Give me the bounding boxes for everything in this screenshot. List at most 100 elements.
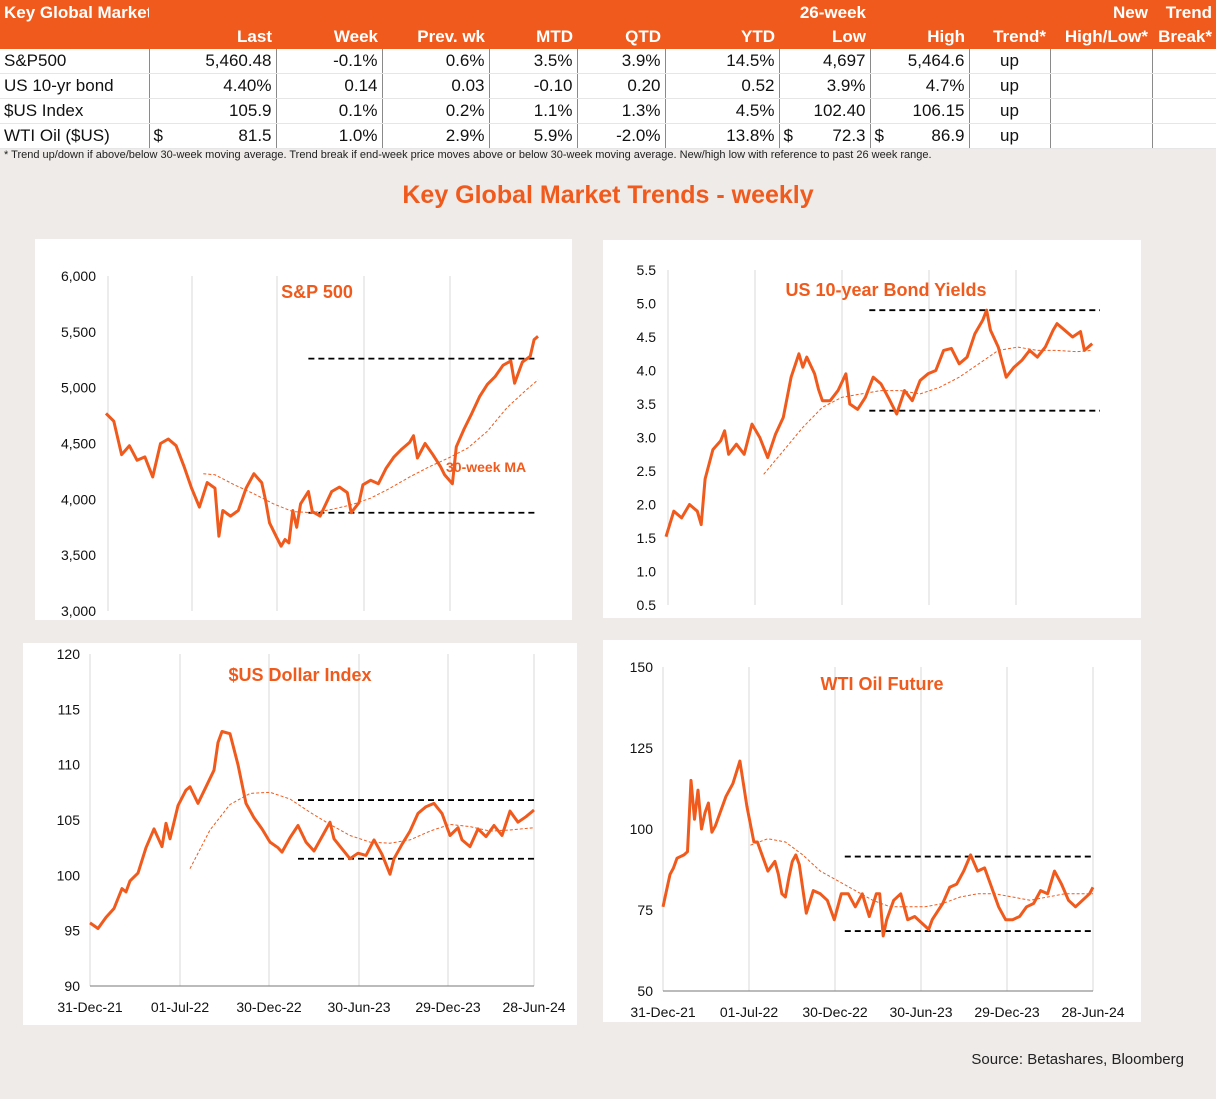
ma-series-line xyxy=(750,838,1093,908)
cell-tb xyxy=(1152,49,1216,74)
table-title: Key Global Markets xyxy=(0,0,149,25)
cell-qtd: 0.20 xyxy=(577,73,666,99)
table-header-row-2: Last Week Prev. wk MTD QTD YTD Low High … xyxy=(0,25,1216,49)
cell-ytd: 4.5% xyxy=(665,98,780,124)
y-tick-label: 100 xyxy=(57,867,81,883)
chart-panel-oil: 150 125 100 75 50 31-Dec-21 01-Jul-22 30-Dec-22… xyxy=(603,640,1141,1022)
table-row: WTI Oil ($US) $81.5 1.0% 2.9% 5.9% -2.0%… xyxy=(0,123,1216,149)
y-tick-label: 5.0 xyxy=(637,296,657,312)
y-tick-label: 5,500 xyxy=(61,324,96,340)
y-tick-label: 150 xyxy=(630,659,654,675)
cell-prev: 0.03 xyxy=(382,73,490,99)
y-tick-label: 90 xyxy=(64,978,80,994)
y-tick-label: 4,000 xyxy=(61,491,96,507)
chart-title: $US Dollar Index xyxy=(228,665,371,685)
y-tick-label: 2.5 xyxy=(637,463,657,479)
row-name: US 10-yr bond xyxy=(0,73,150,99)
price-series-line xyxy=(104,335,539,548)
y-tick-label: 105 xyxy=(57,812,81,828)
chart-sp500: 6,000 5,500 5,000 4,500 4,000 3,500 3,000 S&P 5… xyxy=(61,268,539,619)
col-header-prev: Prev. wk xyxy=(382,25,489,49)
col-header-low: Low xyxy=(779,25,870,49)
y-tick-label: 4,500 xyxy=(61,436,96,452)
x-tick-label: 30-Jun-23 xyxy=(327,999,390,1015)
table-row: S&P500 5,460.48 -0.1% 0.6% 3.5% 3.9% 14.… xyxy=(0,49,1216,74)
row-name: $US Index xyxy=(0,98,150,124)
cell-last: 105.9 xyxy=(149,98,277,124)
cell-tb xyxy=(1152,123,1216,149)
y-tick-label: 3.5 xyxy=(637,396,657,412)
price-series-line xyxy=(664,308,1094,538)
x-tick-label: 29-Dec-23 xyxy=(974,1004,1040,1020)
cell-week: -0.1% xyxy=(276,49,383,74)
cell-low-value: 72.3 xyxy=(832,126,866,145)
col-header-high: High xyxy=(870,25,969,49)
header-trend-top: Trend xyxy=(1152,0,1216,25)
currency-symbol: $ xyxy=(783,126,793,145)
cell-week: 1.0% xyxy=(276,123,383,149)
chart-bond: 5.5 5.0 4.5 4.0 3.5 3.0 2.5 2.0 1.5 1.0 0.5 US 10-y… xyxy=(637,262,1100,613)
row-name: WTI Oil ($US) xyxy=(0,123,150,149)
y-tick-label: 2.0 xyxy=(637,497,657,513)
col-header-qtd: QTD xyxy=(577,25,665,49)
chart-panel-usd: 120 115 110 105 100 95 90 31-Dec-21 01-Jul-22 30-… xyxy=(23,643,577,1025)
cell-prev: 0.2% xyxy=(382,98,490,124)
y-tick-label: 0.5 xyxy=(637,597,657,613)
chart-oil: 150 125 100 75 50 31-Dec-21 01-Jul-22 30-Dec-22… xyxy=(630,659,1125,1020)
ma-label: 30-week MA xyxy=(446,459,526,475)
col-header-trend: Trend* xyxy=(969,25,1050,49)
x-tick-label: 29-Dec-23 xyxy=(415,999,481,1015)
main-title: Key Global Market Trends - weekly xyxy=(402,181,814,209)
col-header-week: Week xyxy=(276,25,382,49)
x-tick-label: 30-Jun-23 xyxy=(889,1004,952,1020)
x-tick-label: 31-Dec-21 xyxy=(57,999,123,1015)
cell-ytd: 14.5% xyxy=(665,49,780,74)
cell-low: 4,697 xyxy=(779,49,871,74)
row-name: S&P500 xyxy=(0,49,150,74)
y-tick-label: 3,500 xyxy=(61,547,96,563)
col-header-mtd: MTD xyxy=(489,25,577,49)
price-series-line xyxy=(89,730,535,930)
cell-low: $72.3 xyxy=(779,123,871,149)
cell-mtd: -0.10 xyxy=(489,73,578,99)
cell-last: 4.40% xyxy=(149,73,277,99)
cell-trend: up xyxy=(969,123,1051,149)
cell-newhl xyxy=(1050,98,1153,124)
y-tick-label: 115 xyxy=(58,701,81,717)
ma-series-line xyxy=(189,791,535,869)
x-tick-label: 28-Jun-24 xyxy=(502,999,565,1015)
chart-panel-sp500: 6,000 5,500 5,000 4,500 4,000 3,500 3,000 S&P 5… xyxy=(35,239,572,620)
y-tick-label: 1.5 xyxy=(637,530,657,546)
y-tick-label: 50 xyxy=(637,983,653,999)
y-tick-label: 3.0 xyxy=(637,430,657,446)
chart-usd: 120 115 110 105 100 95 90 31-Dec-21 01-Jul-22 30-… xyxy=(57,646,566,1015)
ma-series-line xyxy=(203,379,539,514)
chart-title: US 10-year Bond Yields xyxy=(785,280,986,300)
cell-week: 0.14 xyxy=(276,73,383,99)
cell-high: 4.7% xyxy=(870,73,970,99)
x-tick-label: 30-Dec-22 xyxy=(236,999,302,1015)
chart-title: S&P 500 xyxy=(281,282,353,302)
cell-low: 102.40 xyxy=(779,98,871,124)
source-note: Source: Betashares, Bloomberg xyxy=(971,1051,1184,1068)
x-tick-label: 30-Dec-22 xyxy=(802,1004,868,1020)
y-tick-label: 5.5 xyxy=(637,262,657,278)
cell-last: 5,460.48 xyxy=(149,49,277,74)
table-header-row-1: Key Global Markets 26-week New Trend xyxy=(0,0,1216,25)
cell-high: $86.9 xyxy=(870,123,970,149)
y-tick-label: 95 xyxy=(64,923,80,939)
cell-mtd: 5.9% xyxy=(489,123,578,149)
x-tick-label: 01-Jul-22 xyxy=(151,999,210,1015)
cell-high-value: 86.9 xyxy=(931,126,965,145)
cell-mtd: 1.1% xyxy=(489,98,578,124)
y-tick-label: 1.0 xyxy=(637,564,657,580)
table-row: $US Index 105.9 0.1% 0.2% 1.1% 1.3% 4.5%… xyxy=(0,98,1216,124)
cell-last-value: 81.5 xyxy=(238,126,272,145)
cell-mtd: 3.5% xyxy=(489,49,578,74)
header-26week: 26-week xyxy=(779,0,870,25)
header-new: New xyxy=(1050,0,1152,25)
cell-ytd: 13.8% xyxy=(665,123,780,149)
y-tick-label: 5,000 xyxy=(61,380,96,396)
cell-newhl xyxy=(1050,123,1153,149)
table-row: US 10-yr bond 4.40% 0.14 0.03 -0.10 0.20… xyxy=(0,73,1216,99)
